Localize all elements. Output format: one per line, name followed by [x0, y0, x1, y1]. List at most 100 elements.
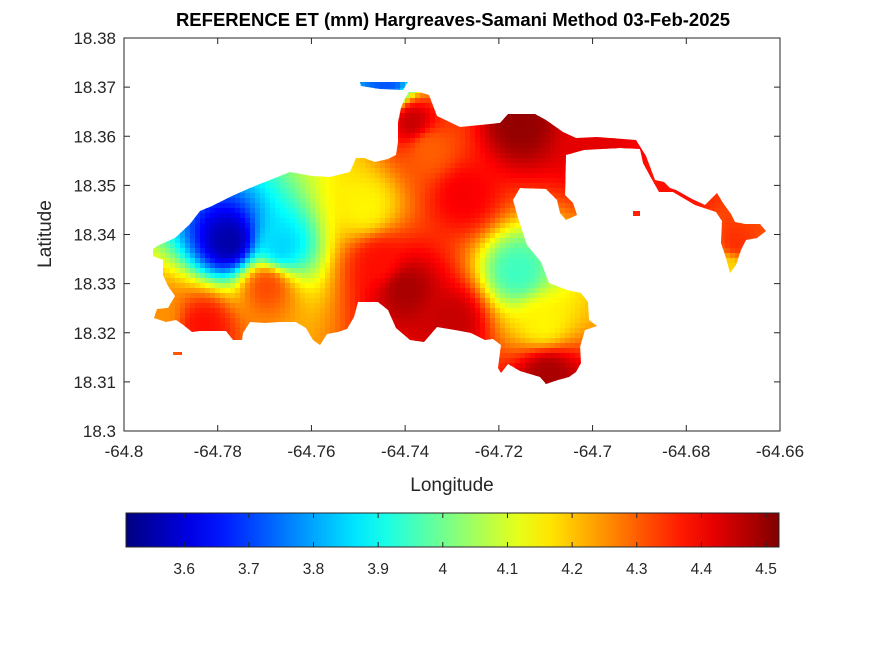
- heatmap-cell: [720, 218, 726, 224]
- heatmap-cell: [505, 173, 511, 179]
- heatmap-cell: [420, 138, 426, 144]
- heatmap-cell: [240, 208, 246, 214]
- heatmap-cell: [495, 213, 501, 219]
- heatmap-cell: [530, 178, 536, 184]
- heatmap-cell: [355, 193, 361, 199]
- heatmap-cell: [525, 118, 531, 124]
- heatmap-cell: [400, 82, 406, 84]
- heatmap-cell: [380, 263, 386, 269]
- heatmap-cell: [325, 248, 331, 254]
- heatmap-cell: [465, 153, 471, 159]
- heatmap-cell: [335, 248, 341, 254]
- heatmap-cell: [575, 143, 581, 149]
- heatmap-cell: [180, 243, 186, 249]
- heatmap-cell: [335, 228, 341, 234]
- heatmap-cell: [310, 218, 316, 224]
- heatmap-cell: [530, 168, 536, 174]
- heatmap-cell: [480, 153, 486, 159]
- heatmap-cell: [490, 223, 496, 229]
- heatmap-cell: [305, 173, 311, 179]
- heatmap-cell: [465, 198, 471, 204]
- heatmap-cell: [420, 128, 426, 134]
- heatmap-cell: [300, 233, 306, 239]
- heatmap-cell: [200, 228, 206, 234]
- heatmap-cell: [340, 188, 346, 194]
- heatmap-cell: [275, 208, 281, 214]
- heatmap-cell: [425, 148, 431, 154]
- heatmap-cell: [545, 138, 551, 144]
- heatmap-cell: [525, 148, 531, 154]
- heatmap-cell: [400, 218, 406, 224]
- heatmap-cell: [190, 258, 196, 264]
- heatmap-cell: [290, 278, 296, 284]
- heatmap-cell: [480, 193, 486, 199]
- heatmap-cell: [490, 173, 496, 179]
- heatmap-cell: [390, 178, 396, 184]
- heatmap-cell: [205, 268, 211, 274]
- heatmap-cell: [550, 133, 556, 139]
- heatmap-cell: [405, 198, 411, 204]
- heatmap-cell: [300, 183, 306, 189]
- heatmap-cell: [545, 148, 551, 154]
- heatmap-cell: [465, 258, 471, 264]
- heatmap-cell: [425, 103, 431, 109]
- heatmap-cell: [445, 148, 451, 154]
- heatmap-cell: [330, 203, 336, 209]
- heatmap-cell: [230, 213, 236, 219]
- heatmap-cell: [350, 268, 356, 274]
- heatmap-cell: [435, 198, 441, 204]
- heatmap-cell: [740, 238, 746, 244]
- heatmap-cell: [365, 178, 371, 184]
- heatmap-cell: [415, 158, 421, 164]
- heatmap-cell: [550, 168, 556, 174]
- heatmap-cell: [475, 218, 481, 224]
- heatmap-cell: [520, 248, 526, 254]
- heatmap-cell: [485, 263, 491, 269]
- heatmap-cell: [510, 208, 516, 214]
- heatmap-cell: [370, 233, 376, 239]
- heatmap-cell: [230, 278, 236, 284]
- heatmap-cell: [295, 278, 301, 284]
- heatmap-cell: [380, 273, 386, 279]
- heatmap-cell: [245, 263, 251, 269]
- heatmap-cell: [400, 258, 406, 264]
- heatmap-cell: [415, 143, 421, 149]
- heatmap-cell: [540, 118, 546, 124]
- heatmap-cell: [290, 243, 296, 249]
- heatmap-cell: [300, 203, 306, 209]
- heatmap-cell: [310, 248, 316, 254]
- heatmap-cell: [525, 133, 531, 139]
- heatmap-cell: [465, 143, 471, 149]
- heatmap-cell: [755, 228, 761, 234]
- heatmap-cell: [460, 133, 466, 139]
- heatmap-cell: [220, 263, 226, 269]
- heatmap-cell: [555, 193, 561, 199]
- heatmap-cell: [430, 123, 436, 129]
- heatmap-cell: [730, 258, 736, 264]
- heatmap-cell: [445, 138, 451, 144]
- heatmap-cell: [470, 193, 476, 199]
- heatmap-cell: [210, 233, 216, 239]
- heatmap-cell: [330, 193, 336, 199]
- heatmap-cell: [445, 168, 451, 174]
- heatmap-cell: [295, 223, 301, 229]
- heatmap-cell: [205, 273, 211, 279]
- heatmap-cell: [450, 243, 456, 249]
- heatmap-cell: [435, 253, 441, 259]
- heatmap-cell: [360, 263, 366, 269]
- heatmap-cell: [415, 183, 421, 189]
- heatmap-cell: [280, 273, 286, 279]
- heatmap-cell: [495, 143, 501, 149]
- heatmap-cell: [405, 108, 411, 114]
- heatmap-cell: [440, 153, 446, 159]
- heatmap-cell: [270, 188, 276, 194]
- heatmap-cell: [455, 203, 461, 209]
- heatmap-cell: [470, 208, 476, 214]
- heatmap-cell: [165, 248, 171, 254]
- heatmap-cell: [395, 173, 401, 179]
- heatmap-cell: [460, 178, 466, 184]
- heatmap-cell: [495, 188, 501, 194]
- heatmap-cell: [555, 138, 561, 144]
- heatmap-cell: [270, 178, 276, 184]
- heatmap-cell: [430, 193, 436, 199]
